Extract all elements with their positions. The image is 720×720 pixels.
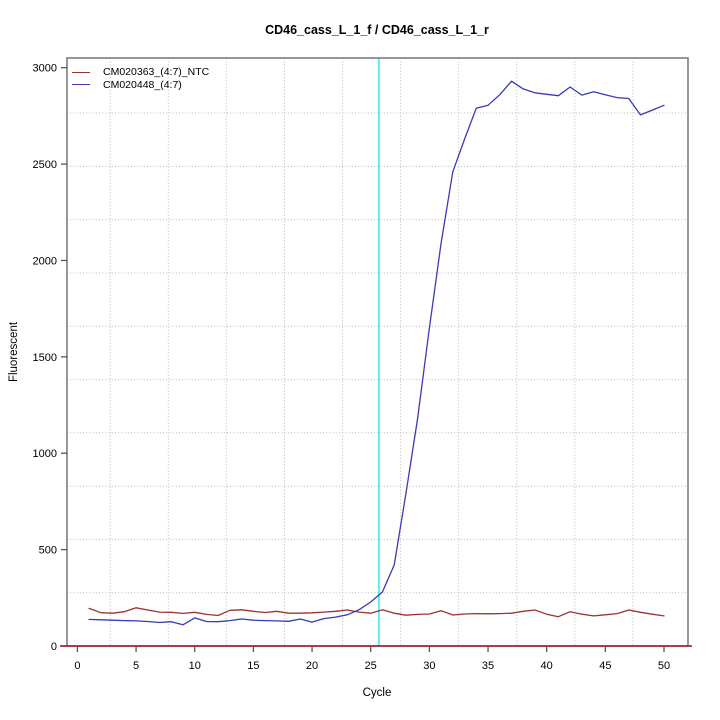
y-tick-label: 0 xyxy=(51,641,57,653)
x-tick-label: 40 xyxy=(541,660,553,672)
legend-line-sample-icon xyxy=(72,84,90,86)
x-tick-label: 50 xyxy=(658,660,670,672)
y-tick-label: 1500 xyxy=(33,352,57,364)
x-tick-label: 45 xyxy=(599,660,611,672)
x-tick-label: 30 xyxy=(423,660,435,672)
x-tick-label: 35 xyxy=(482,660,494,672)
series-line-ntc xyxy=(88,607,665,618)
y-tick-label: 2000 xyxy=(33,255,57,267)
legend-line-ntc-icon xyxy=(72,71,90,73)
y-tick-label: 3000 xyxy=(33,63,57,75)
legend: CM020363_(4:7)_NTC CM020448_(4:7) xyxy=(72,66,209,91)
legend-label-ntc: CM020363_(4:7)_NTC xyxy=(103,66,210,79)
x-tick-label: 0 xyxy=(74,660,80,672)
plot-box xyxy=(66,57,689,647)
x-tick-label: 5 xyxy=(133,660,139,672)
x-axis-label: Cycle xyxy=(362,687,392,699)
legend-item-ntc: CM020363_(4:7)_NTC xyxy=(72,66,209,79)
x-tick-label: 10 xyxy=(189,660,201,672)
x-tick-label: 15 xyxy=(247,660,259,672)
legend-item-sample: CM020448_(4:7) xyxy=(72,79,209,92)
x-tick-label: 20 xyxy=(306,660,318,672)
chart-title: CD46_cass_L_1_f / CD46_cass_L_1_r xyxy=(265,23,489,37)
legend-label-sample: CM020448_(4:7) xyxy=(103,78,182,91)
series-line-sample xyxy=(88,80,665,626)
y-tick-label: 1000 xyxy=(33,448,57,460)
x-tick-label: 25 xyxy=(365,660,377,672)
y-tick-label: 500 xyxy=(39,545,57,557)
y-tick-label: 2500 xyxy=(33,159,57,171)
